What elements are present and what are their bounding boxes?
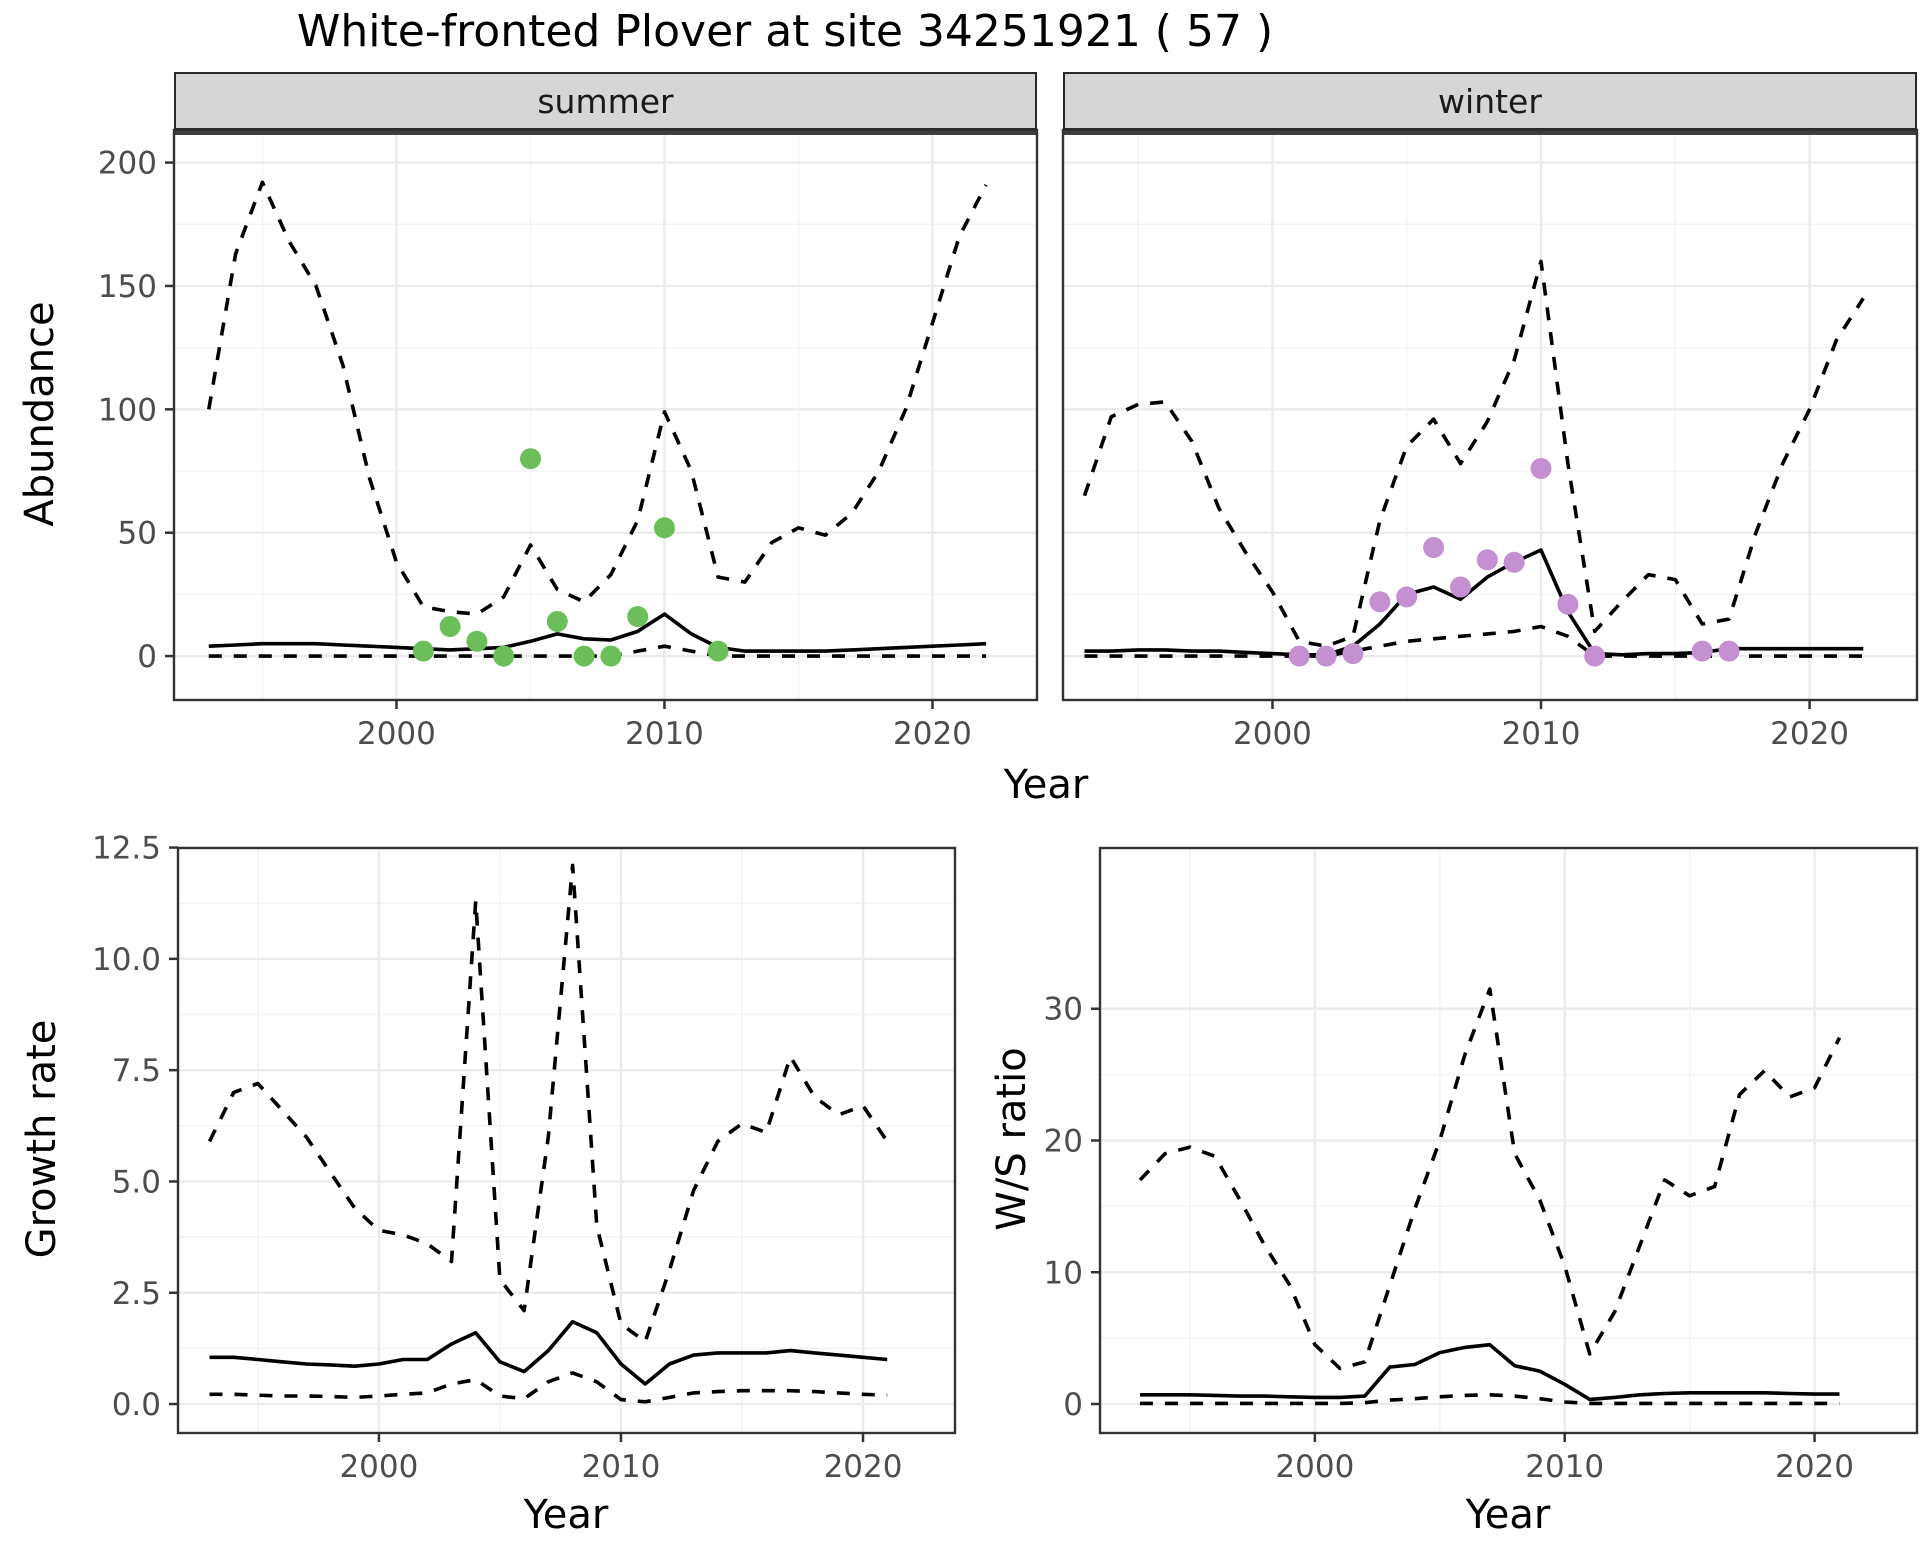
abundance-winter-x-tick-label: 2000 <box>1233 716 1312 752</box>
abundance-winter-x-tick-label: 2010 <box>1502 716 1581 752</box>
summer_observations-point <box>493 645 515 667</box>
winter_observations-point <box>1691 640 1713 662</box>
ws-ratio-x-tick-label: 2000 <box>1275 1449 1354 1485</box>
growth-rate-y-tick-label: 2.5 <box>112 1276 161 1312</box>
ws-ratio-lower_ci-line <box>1140 1393 1840 1406</box>
facet-strip-winter-label: winter <box>1438 81 1542 121</box>
winter_observations-point <box>1288 645 1310 667</box>
ws-ratio-y-tick-label: 0 <box>1063 1387 1083 1423</box>
y-axis-title-ws-ratio: W/S ratio <box>989 1047 1035 1231</box>
abundance-winter-panel-border <box>1061 128 1919 702</box>
ws-ratio-y-tick-label: 20 <box>1044 1124 1083 1160</box>
winter_observations-point <box>1342 643 1364 665</box>
summer_observations-point <box>546 611 568 632</box>
winter_observations-point <box>1718 640 1740 662</box>
winter_observations-point <box>1315 645 1337 667</box>
growth-rate-x-tick-label: 2010 <box>582 1449 661 1485</box>
winter_observations-point <box>1476 549 1498 571</box>
facet-strip-summer-label: summer <box>537 81 674 121</box>
growth-rate-y-tick-label: 12.5 <box>92 831 161 867</box>
summer_observations-point <box>439 616 461 637</box>
winter_observations-point <box>1584 645 1606 667</box>
ws-ratio-x-tick-label: 2010 <box>1525 1449 1604 1485</box>
abundance-winter-x-tick-label: 2020 <box>1770 716 1849 752</box>
growth-rate-x-tick-label: 2020 <box>824 1449 903 1485</box>
facet-strip-summer: summer <box>174 72 1037 130</box>
growth-rate-y-tick-label: 0.0 <box>112 1387 161 1423</box>
abundance-summer-panel-border <box>172 128 1039 702</box>
y-axis-title-growth-rate: Growth rate <box>19 1019 65 1259</box>
x-axis-title-year-bottom-left: Year <box>523 1492 609 1538</box>
growth-rate-y-tick-label: 5.0 <box>112 1164 161 1200</box>
growth-rate-median-line <box>209 1319 888 1386</box>
facet-strip-winter: winter <box>1063 72 1917 130</box>
ws-ratio-y-tick-label: 30 <box>1044 992 1083 1028</box>
summer_observations-point <box>707 640 729 662</box>
x-axis-title-year-bottom-right: Year <box>1465 1492 1551 1538</box>
page-title: White-fronted Plover at site 34251921 ( … <box>296 6 1274 57</box>
abundance-winter-panel-bg <box>1063 130 1917 700</box>
ws-ratio-y-tick-label: 10 <box>1044 1255 1083 1291</box>
abundance-summer-y-tick-label: 150 <box>98 269 157 305</box>
y-axis-title-abundance: Abundance <box>17 301 63 527</box>
abundance-summer-x-tick-label: 2010 <box>625 716 704 752</box>
growth-rate-lower_ci-line <box>209 1371 888 1404</box>
abundance-summer-y-tick-label: 100 <box>98 392 157 428</box>
winter_observations-point <box>1396 586 1418 608</box>
ws-ratio-median-line <box>1140 1342 1840 1402</box>
summer_observations-point <box>412 640 434 662</box>
abundance-summer-y-tick-label: 0 <box>137 639 157 675</box>
winter_observations-point <box>1423 537 1445 558</box>
abundance-summer-strip-underline <box>174 130 1037 135</box>
summer_observations-point <box>573 645 595 667</box>
x-axis-title-year-top: Year <box>1003 762 1089 808</box>
winter_observations-point <box>1369 591 1391 613</box>
winter_observations-point <box>1503 551 1525 573</box>
abundance-summer-panel-bg <box>174 130 1037 700</box>
abundance-summer-x-tick-label: 2000 <box>357 716 436 752</box>
growth-rate-y-tick-label: 7.5 <box>112 1053 161 1089</box>
growth-rate-panel-border <box>176 846 957 1435</box>
ws-ratio-upper_ci-line <box>1138 987 1842 1371</box>
abundance-summer-y-tick-label: 50 <box>118 516 157 552</box>
abundance-summer-median-line <box>208 612 987 653</box>
abundance-summer-upper_ci-line <box>207 180 988 616</box>
summer_observations-point <box>654 517 675 539</box>
abundance-winter-upper_ci-line <box>1082 259 1865 648</box>
growth-rate-y-tick-label: 10.0 <box>92 942 161 978</box>
abundance-summer-y-tick-label: 200 <box>98 146 157 182</box>
summer_observations-point <box>520 448 541 470</box>
abundance-summer-lower_ci-line <box>208 644 987 658</box>
winter_observations-point <box>1450 576 1471 598</box>
growth-rate-x-tick-label: 2000 <box>339 1449 418 1485</box>
growth-rate-upper_ci-line <box>207 863 889 1344</box>
abundance-winter-strip-underline <box>1063 130 1917 135</box>
summer_observations-point <box>600 645 622 667</box>
winter_observations-point <box>1530 458 1552 479</box>
abundance-summer-x-tick-label: 2020 <box>893 716 972 752</box>
ws-ratio-x-tick-label: 2020 <box>1775 1449 1854 1485</box>
winter_observations-point <box>1557 593 1579 615</box>
summer_observations-point <box>466 630 488 652</box>
summer_observations-point <box>627 606 649 628</box>
